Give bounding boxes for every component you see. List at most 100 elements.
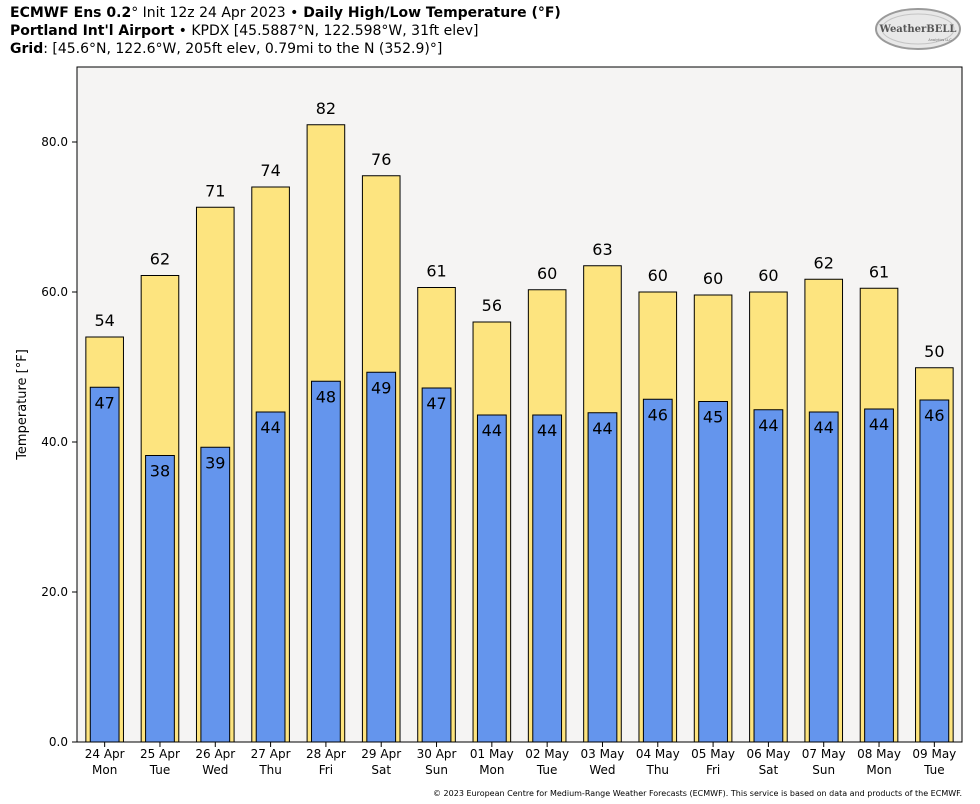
x-tick-label-date: 01 May <box>470 747 514 761</box>
x-tick-label-date: 06 May <box>746 747 790 761</box>
low-value-label: 39 <box>205 453 225 472</box>
high-value-label: 74 <box>260 161 280 180</box>
y-tick-label: 60.0 <box>41 285 68 299</box>
chart-header: ECMWF Ens 0.2° Init 12z 24 Apr 2023 • Da… <box>10 4 561 58</box>
x-tick-label-date: 03 May <box>581 747 625 761</box>
low-bar <box>919 399 950 743</box>
x-tick-label-date: 28 Apr <box>306 747 346 761</box>
x-tick-label-day: Sat <box>759 763 779 777</box>
low-value-label: 44 <box>537 421 557 440</box>
station-details: • KPDX [45.5887°N, 122.598°W, 31ft elev] <box>174 23 479 39</box>
low-value-label: 46 <box>924 406 944 425</box>
x-tick-label-date: 05 May <box>691 747 735 761</box>
high-value-label: 82 <box>316 99 336 118</box>
plot-frame <box>76 66 963 743</box>
x-tick-label-date: 30 Apr <box>417 747 457 761</box>
header-line-2: Portland Int'l Airport • KPDX [45.5887°N… <box>10 22 561 40</box>
low-bar <box>587 412 618 743</box>
high-value-label: 62 <box>814 253 834 272</box>
low-bar <box>753 409 784 743</box>
x-tick-label-day: Tue <box>923 763 945 777</box>
x-tick-label-date: 25 Apr <box>140 747 180 761</box>
high-value-label: 63 <box>592 240 612 259</box>
x-tick-label-date: 07 May <box>802 747 846 761</box>
low-bar <box>421 387 452 743</box>
high-value-label: 60 <box>758 266 778 285</box>
y-tick-label: 20.0 <box>41 585 68 599</box>
bars-group: 54 47 62 38 71 39 74 44 82 48 76 49 61 47 56 44 60 44 63 44… <box>85 99 954 743</box>
x-tick-label-date: 09 May <box>912 747 956 761</box>
y-tick-label: 40.0 <box>41 435 68 449</box>
x-tick-label-day: Sun <box>812 763 835 777</box>
axes-group: 24 Apr Mon 25 Apr Tue 26 Apr Wed 27 Apr Thu 28 A… <box>41 66 963 777</box>
high-value-label: 60 <box>703 269 723 288</box>
low-bar <box>642 398 673 743</box>
low-value-label: 49 <box>371 378 391 397</box>
x-tick-label-day: Mon <box>866 763 891 777</box>
x-tick-label-day: Mon <box>479 763 504 777</box>
low-value-label: 44 <box>758 416 778 435</box>
low-bar <box>255 411 286 743</box>
x-tick-label-date: 29 Apr <box>361 747 401 761</box>
high-value-label: 61 <box>869 262 889 281</box>
logo-text: WeatherBELL <box>879 24 957 35</box>
x-tick-label-date: 02 May <box>525 747 569 761</box>
x-tick-label-day: Sun <box>425 763 448 777</box>
low-value-label: 46 <box>648 405 668 424</box>
low-value-label: 44 <box>869 415 889 434</box>
low-bar <box>311 380 341 743</box>
init-time: Init 12z 24 Apr 2023 <box>138 5 291 21</box>
low-bar <box>145 455 175 743</box>
x-tick-label-date: 04 May <box>636 747 680 761</box>
x-tick-label-day: Fri <box>706 763 720 777</box>
low-value-label: 48 <box>316 387 336 406</box>
low-value-label: 38 <box>150 462 170 481</box>
x-tick-label-day: Wed <box>202 763 228 777</box>
x-tick-label-day: Fri <box>319 763 333 777</box>
high-value-label: 60 <box>537 264 557 283</box>
high-value-label: 56 <box>482 296 502 315</box>
header-line-1: ECMWF Ens 0.2° Init 12z 24 Apr 2023 • Da… <box>10 4 561 22</box>
low-value-label: 47 <box>426 394 446 413</box>
y-tick-label: 0.0 <box>49 735 68 749</box>
x-tick-label-day: Mon <box>92 763 117 777</box>
x-tick-label-date: 26 Apr <box>195 747 235 761</box>
grid-label: Grid <box>10 41 44 57</box>
low-value-label: 44 <box>592 419 612 438</box>
low-bar <box>200 446 231 743</box>
low-value-label: 44 <box>482 421 502 440</box>
x-tick-label-day: Thu <box>646 763 670 777</box>
low-bar <box>366 371 397 743</box>
low-bar <box>808 411 839 743</box>
weatherbell-logo: WeatherBELL Analytics LLC <box>875 8 961 50</box>
y-axis-label: Temperature [°F] <box>15 349 30 461</box>
low-bar <box>532 414 563 743</box>
y-tick-label: 80.0 <box>41 135 68 149</box>
x-tick-label-date: 24 Apr <box>85 747 125 761</box>
copyright-footer: © 2023 European Centre for Medium-Range … <box>433 789 962 798</box>
high-value-label: 76 <box>371 150 391 169</box>
grid-details: : [45.6°N, 122.6°W, 205ft elev, 0.79mi t… <box>43 41 443 57</box>
x-tick-label-day: Thu <box>258 763 282 777</box>
model-degree: ° <box>131 5 139 21</box>
low-value-label: 44 <box>814 418 834 437</box>
low-value-label: 47 <box>94 393 114 412</box>
low-bar <box>89 386 120 743</box>
x-tick-label-day: Sat <box>371 763 391 777</box>
low-bar <box>476 414 507 743</box>
low-bar <box>698 401 728 743</box>
high-value-label: 50 <box>924 342 944 361</box>
x-tick-label-date: 08 May <box>857 747 901 761</box>
high-value-label: 71 <box>205 181 225 200</box>
header-line-3: Grid: [45.6°N, 122.6°W, 205ft elev, 0.79… <box>10 40 561 58</box>
x-tick-label-date: 27 Apr <box>251 747 291 761</box>
x-tick-label-day: Tue <box>149 763 171 777</box>
chart-title: Daily High/Low Temperature (°F) <box>298 5 561 21</box>
model-name: ECMWF Ens 0.2 <box>10 5 132 21</box>
logo-subtext: Analytics LLC <box>928 38 952 42</box>
low-value-label: 44 <box>260 418 280 437</box>
x-tick-label-day: Wed <box>589 763 615 777</box>
station-name: Portland Int'l Airport <box>10 23 175 39</box>
high-value-label: 61 <box>426 262 446 281</box>
